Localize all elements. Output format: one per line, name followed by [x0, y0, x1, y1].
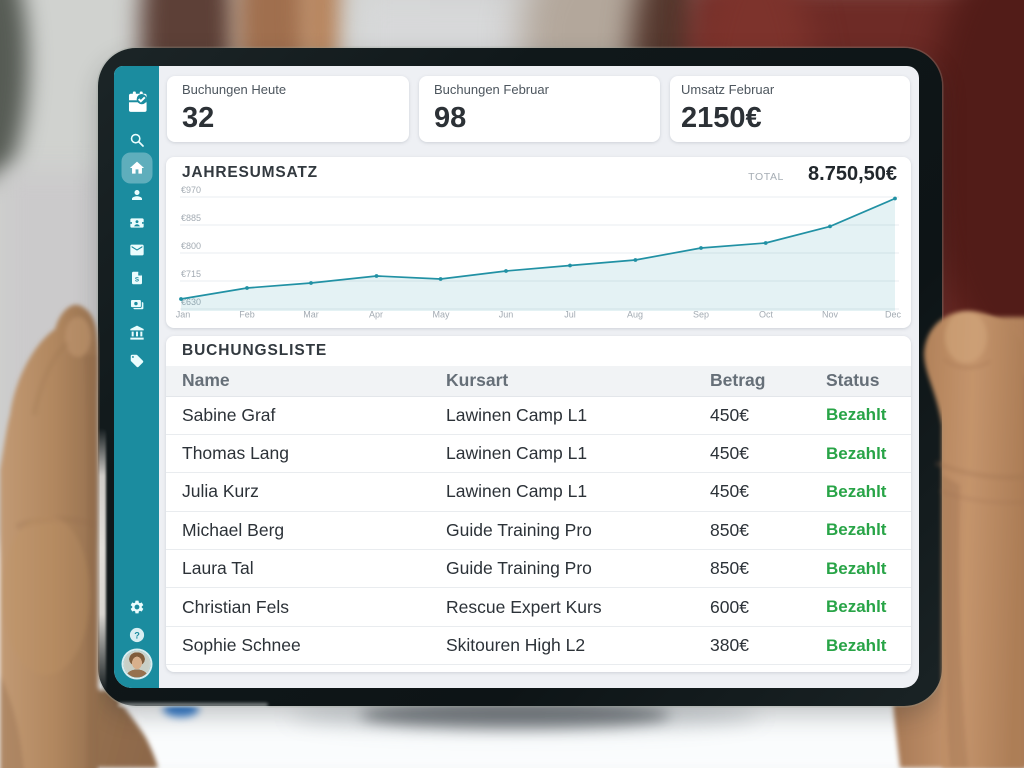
svg-text:Aug: Aug: [627, 310, 643, 320]
svg-text:€885: €885: [181, 213, 201, 223]
svg-text:Nov: Nov: [822, 310, 839, 320]
svg-text:€970: €970: [181, 185, 201, 195]
svg-text:Jan: Jan: [176, 310, 191, 320]
svg-text:Mar: Mar: [303, 310, 319, 320]
svg-text:Jun: Jun: [499, 310, 514, 320]
svg-text:€630: €630: [181, 297, 201, 307]
svg-text:€715: €715: [181, 269, 201, 279]
svg-text:Jul: Jul: [564, 310, 576, 320]
svg-text:?: ?: [134, 630, 140, 640]
svg-text:Apr: Apr: [369, 310, 383, 320]
svg-text:Sep: Sep: [693, 310, 709, 320]
svg-text:€800: €800: [181, 241, 201, 251]
svg-text:Dec: Dec: [885, 310, 902, 320]
svg-text:Oct: Oct: [759, 310, 774, 320]
svg-text:Feb: Feb: [239, 310, 255, 320]
svg-text:S: S: [134, 276, 138, 283]
svg-text:May: May: [432, 310, 450, 320]
